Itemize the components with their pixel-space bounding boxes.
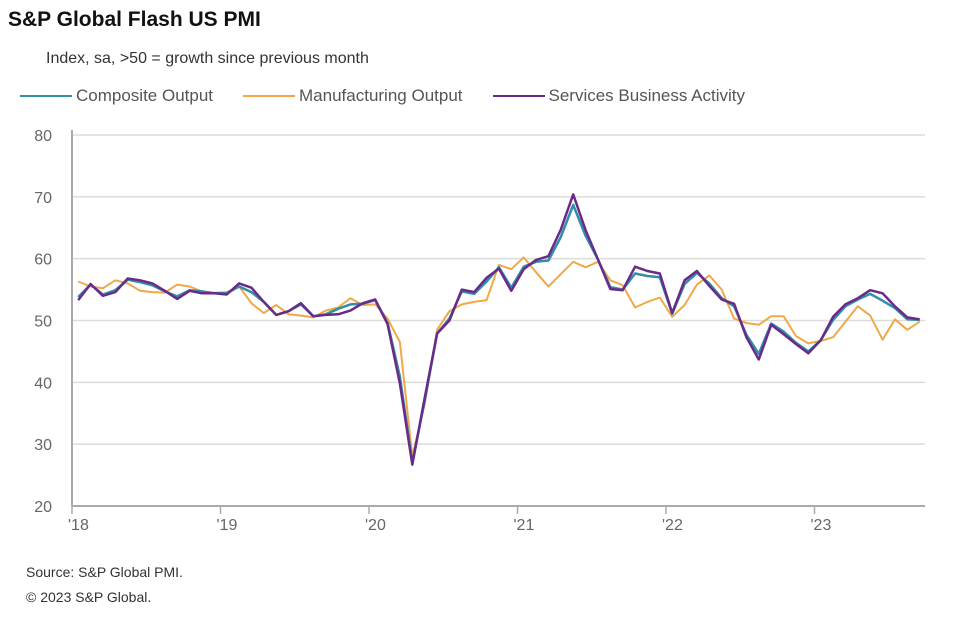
x-tick-label: '22 [662,517,683,534]
series-line-services-business-activity [77,193,920,466]
y-tick-label: 80 [34,128,52,145]
series-line-manufacturing-output [77,256,921,458]
x-tick-label: '18 [68,517,89,534]
legend-swatch [20,95,72,97]
legend-swatch [492,95,545,97]
legend-item-composite: Composite Output [20,86,213,106]
y-tick-label: 20 [34,499,52,516]
y-tick-label: 60 [34,252,52,269]
legend-label: Manufacturing Output [299,86,463,105]
y-tick-label: 30 [34,437,52,454]
x-tick-label: '19 [217,517,238,534]
y-tick-label: 50 [34,314,52,331]
x-tick-label: '20 [365,517,386,534]
y-tick-label: 70 [34,190,52,207]
legend-item-services: Services Business Activity [492,86,746,106]
chart-title: S&P Global Flash US PMI [8,8,261,31]
legend-swatch [243,95,296,97]
legend-label: Services Business Activity [548,86,746,105]
legend: Composite Output Manufacturing Output Se… [20,86,775,106]
legend-item-manufacturing: Manufacturing Output [243,86,463,106]
chart-subtitle: Index, sa, >50 = growth since previous m… [46,50,369,67]
x-tick-label: '21 [514,517,535,534]
y-tick-label: 40 [34,375,52,392]
copyright-note: © 2023 S&P Global. [26,589,152,605]
source-note: Source: S&P Global PMI. [26,564,183,580]
legend-label: Composite Output [76,86,214,105]
x-tick-label: '23 [811,517,832,534]
